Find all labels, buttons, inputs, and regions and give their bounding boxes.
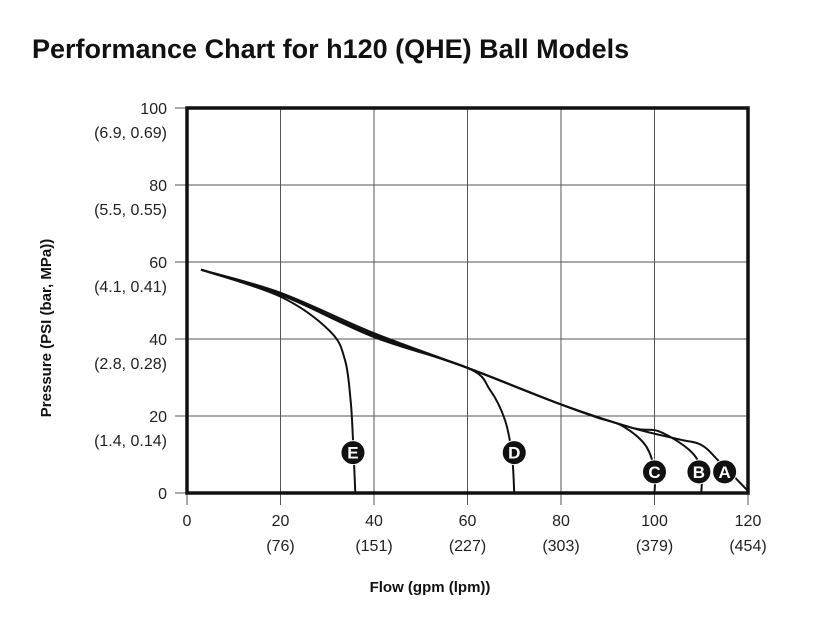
x-tick-sublabel: (76)	[266, 538, 294, 555]
series-line-A	[200, 268, 749, 492]
y-tick-label: 40	[149, 332, 167, 349]
series-label-badge	[501, 440, 527, 466]
series-label-C: C	[648, 463, 660, 482]
series-label-D: D	[508, 444, 520, 463]
y-tick-label: 80	[149, 178, 167, 195]
series-label-E: E	[347, 444, 358, 463]
y-tick-label: 60	[149, 255, 167, 272]
x-tick-sublabel: (303)	[542, 538, 579, 555]
y-tick-sublabel: (1.4, 0.14)	[94, 433, 167, 450]
x-tick-label: 60	[459, 513, 477, 530]
series-label-badge	[712, 459, 738, 485]
series-line-B	[200, 268, 704, 494]
y-axis-label: Pressure (PSI (bar, MPa))	[38, 239, 55, 417]
tick-labels: 0 20 (76) 40 (151) 60 (227) 80 (303) 100 (379) 120 (…	[94, 101, 767, 555]
x-tick-label: 100	[641, 513, 668, 530]
series-label-A: A	[718, 463, 730, 482]
chart-title: Performance Chart for h120 (QHE) Ball Mo…	[32, 34, 630, 64]
x-tick-sublabel: (454)	[729, 538, 766, 555]
series-label-B: B	[693, 463, 705, 482]
grid	[175, 107, 749, 505]
y-tick-label: 100	[140, 101, 167, 118]
series-label-badge	[642, 459, 667, 485]
series-line-E	[200, 268, 357, 494]
y-tick-sublabel: (6.9, 0.69)	[94, 125, 167, 142]
x-tick-label: 0	[183, 513, 192, 530]
y-tick-sublabel: (5.5, 0.55)	[94, 202, 167, 219]
x-tick-label: 80	[552, 513, 570, 530]
y-tick-label: 0	[158, 486, 167, 503]
series-label-badge	[340, 440, 366, 466]
x-tick-sublabel: (151)	[355, 538, 392, 555]
x-tick-label: 120	[735, 513, 762, 530]
y-tick-sublabel: (4.1, 0.41)	[94, 279, 167, 296]
x-tick-label: 20	[272, 513, 290, 530]
x-tick-label: 40	[365, 513, 383, 530]
y-tick-sublabel: (2.8, 0.28)	[94, 356, 167, 373]
plot-frame	[185, 106, 750, 495]
series-label-badge	[686, 459, 712, 485]
x-axis-label: Flow (gpm (lpm))	[370, 579, 491, 596]
series-line-C	[200, 268, 657, 494]
series-lines	[200, 268, 749, 494]
x-tick-sublabel: (379)	[636, 538, 673, 555]
x-tick-sublabel: (227)	[449, 538, 486, 555]
y-tick-label: 20	[149, 409, 167, 426]
series-labels: AB C D E	[340, 440, 738, 485]
